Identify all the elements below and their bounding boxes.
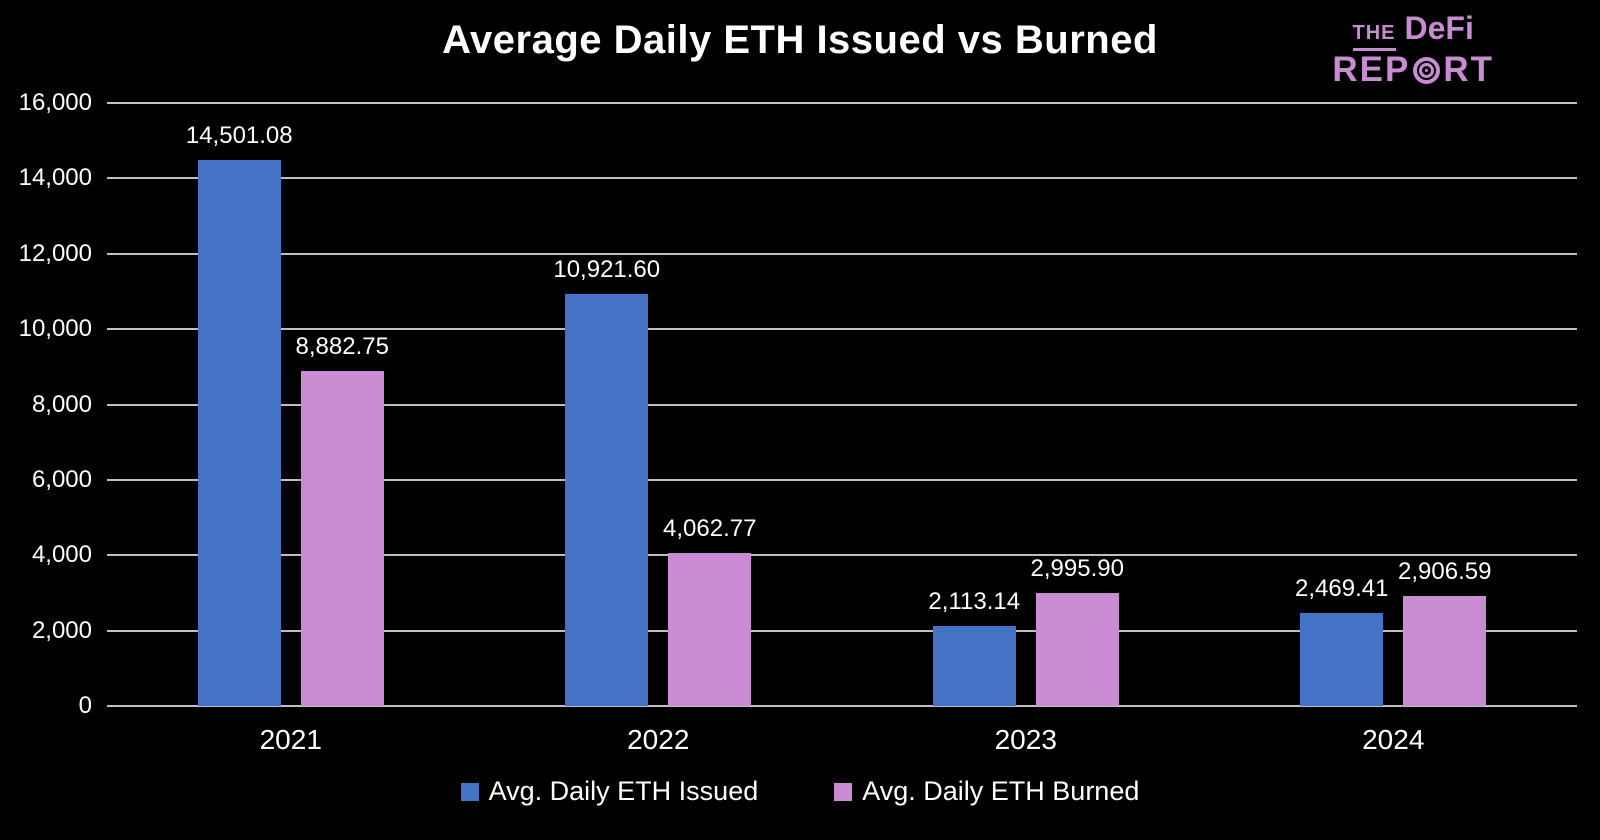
plot-area: 14,501.08 8,882.75 10,921.60 4,062.77 2,113.… — [107, 102, 1577, 707]
gridline — [107, 102, 1577, 104]
bar-2022-burned — [668, 552, 752, 706]
bar-value-label: 2,906.59 — [1398, 558, 1492, 586]
y-axis-tick-label: 12,000 — [18, 239, 92, 267]
legend-swatch-icon — [460, 782, 479, 801]
logo-line-1: THE DeFi — [1332, 10, 1494, 51]
legend-label: Avg. Daily ETH Issued — [488, 776, 759, 806]
gridline — [107, 554, 1577, 557]
x-axis-tick-label: 2024 — [1362, 724, 1425, 755]
bar-value-label: 4,062.77 — [663, 514, 757, 542]
bar-value-label: 2,113.14 — [928, 588, 1021, 616]
legend: Avg. Daily ETH Issued Avg. Daily ETH Burn… — [0, 776, 1600, 807]
bar-value-label: 2,469.41 — [1295, 574, 1389, 602]
bar-2021-issued — [197, 159, 281, 706]
logo-word-the: THE — [1352, 23, 1396, 51]
bar-value-label: 8,882.75 — [295, 333, 389, 361]
gridline — [107, 629, 1577, 632]
bar-2022-issued — [565, 294, 649, 706]
logo-word-rep: REP — [1332, 50, 1411, 89]
chart-title: Average Daily ETH Issued vs Burned — [442, 18, 1158, 62]
y-axis-tick-label: 4,000 — [31, 541, 92, 569]
bar-2023-burned — [1035, 593, 1119, 706]
y-axis-tick-label: 14,000 — [18, 164, 92, 192]
bar-value-label: 10,921.60 — [553, 256, 661, 284]
gridline — [107, 403, 1577, 406]
x-axis-tick-label: 2021 — [259, 724, 322, 755]
bar-2021-burned — [300, 371, 384, 706]
legend-swatch-icon — [834, 782, 853, 801]
bar-value-label: 2,995.90 — [1030, 555, 1124, 583]
y-axis-tick-label: 2,000 — [31, 616, 92, 644]
bar-2023-issued — [932, 626, 1016, 706]
y-axis-tick-label: 6,000 — [31, 465, 92, 493]
legend-item: Avg. Daily ETH Issued — [460, 776, 759, 807]
legend-item: Avg. Daily ETH Burned — [834, 776, 1139, 807]
logo-word-rt: RT — [1443, 50, 1494, 89]
gridline — [107, 252, 1577, 255]
bullseye-icon — [1413, 56, 1441, 84]
gridline — [107, 705, 1577, 707]
gridline — [107, 328, 1577, 331]
x-axis-tick-label: 2023 — [994, 724, 1057, 755]
defi-report-logo: THE DeFi REP RT — [1332, 10, 1494, 89]
y-axis-tick-label: 10,000 — [18, 315, 92, 343]
y-axis-tick-label: 0 — [78, 692, 92, 719]
logo-word-defi: DeFi — [1404, 10, 1474, 46]
bar-2024-burned — [1403, 596, 1487, 706]
logo-line-2: REP RT — [1332, 50, 1494, 89]
x-axis-tick-label: 2022 — [627, 724, 690, 755]
bar-value-label: 14,501.08 — [185, 121, 293, 149]
y-axis-tick-label: 8,000 — [31, 390, 92, 418]
bar-2024-issued — [1300, 612, 1384, 706]
legend-label: Avg. Daily ETH Burned — [862, 776, 1140, 806]
y-axis-tick-label: 16,000 — [18, 89, 92, 116]
gridline — [107, 478, 1577, 481]
gridline — [107, 177, 1577, 180]
